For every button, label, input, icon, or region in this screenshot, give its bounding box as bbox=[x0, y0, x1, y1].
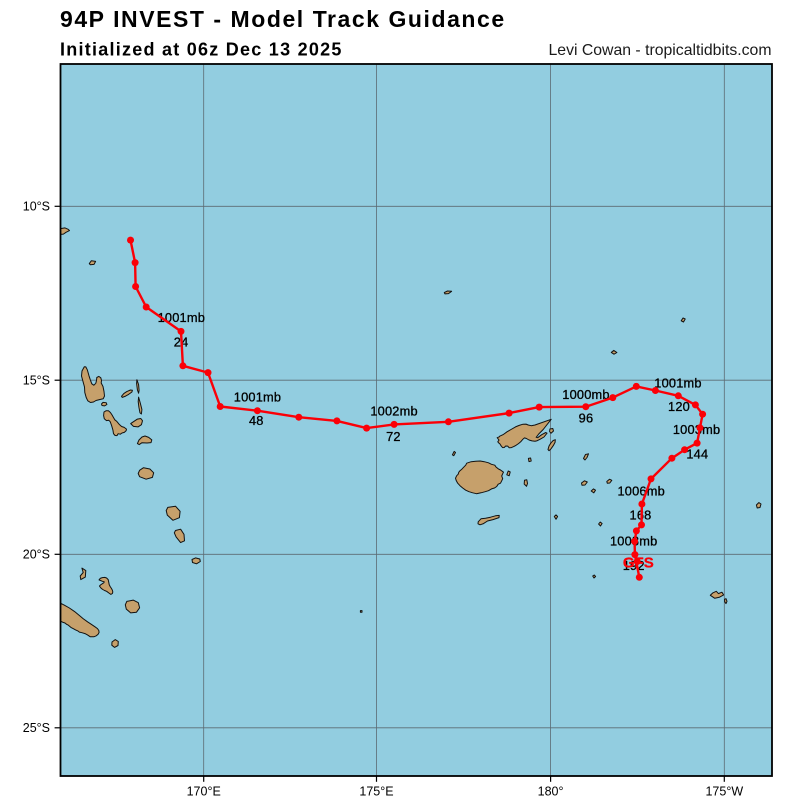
svg-text:175°E: 175°E bbox=[359, 785, 393, 799]
svg-text:1001mb: 1001mb bbox=[654, 375, 701, 390]
svg-text:25°S: 25°S bbox=[23, 721, 50, 735]
svg-text:1002mb: 1002mb bbox=[370, 404, 417, 419]
svg-text:120: 120 bbox=[668, 399, 690, 414]
svg-text:10°S: 10°S bbox=[23, 200, 50, 214]
svg-text:20°S: 20°S bbox=[23, 548, 50, 562]
svg-text:48: 48 bbox=[249, 413, 264, 428]
svg-text:94P INVEST - Model Track Guida: 94P INVEST - Model Track Guidance bbox=[60, 6, 506, 32]
svg-text:GFS: GFS bbox=[623, 555, 654, 572]
svg-text:Initialized at 06z Dec 13 2025: Initialized at 06z Dec 13 2025 bbox=[60, 40, 343, 60]
svg-text:1000mb: 1000mb bbox=[562, 387, 609, 402]
svg-text:1001mb: 1001mb bbox=[158, 310, 205, 325]
svg-text:170°E: 170°E bbox=[187, 785, 221, 799]
svg-text:15°S: 15°S bbox=[23, 373, 50, 387]
svg-text:144: 144 bbox=[686, 446, 708, 461]
svg-text:1001mb: 1001mb bbox=[234, 390, 281, 405]
svg-text:180°: 180° bbox=[538, 785, 564, 799]
svg-text:175°W: 175°W bbox=[705, 785, 743, 799]
svg-text:168: 168 bbox=[630, 507, 652, 522]
svg-text:Levi Cowan - tropicaltidbits.c: Levi Cowan - tropicaltidbits.com bbox=[549, 42, 772, 59]
svg-text:1003mb: 1003mb bbox=[673, 422, 720, 437]
svg-text:1006mb: 1006mb bbox=[617, 484, 664, 499]
svg-text:96: 96 bbox=[579, 411, 594, 426]
svg-text:72: 72 bbox=[386, 429, 401, 444]
